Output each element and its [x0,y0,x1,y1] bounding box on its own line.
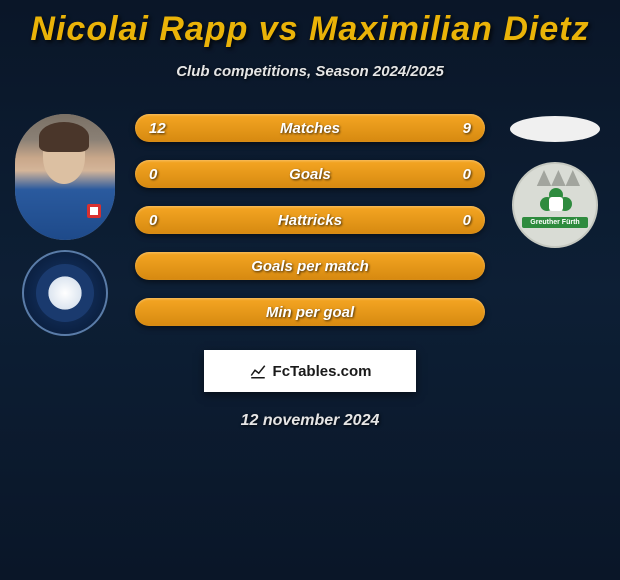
stat-label: Min per goal [266,304,354,321]
player-right-photo-placeholder [510,116,600,142]
jersey-badge-icon [87,204,101,218]
stat-label: Goals [289,166,331,183]
player-left-column [10,114,120,336]
player-left-photo [15,114,115,240]
stat-label: Hattricks [278,212,342,229]
stat-row-min-per-goal: Min per goal [135,298,485,326]
stat-right-value: 0 [463,212,471,229]
source-banner[interactable]: FcTables.com [204,350,416,392]
club-right-banner: Greuther Fürth [522,217,588,228]
subtitle: Club competitions, Season 2024/2025 [0,63,620,80]
stat-row-matches: 12 Matches 9 [135,114,485,142]
stat-left-value: 0 [149,166,157,183]
source-banner-text: FcTables.com [273,363,372,380]
stat-left-value: 12 [149,120,166,137]
chart-line-icon [249,362,267,380]
stat-right-value: 0 [463,166,471,183]
club-left-logo [22,250,108,336]
stat-bars: 12 Matches 9 0 Goals 0 0 Hattricks 0 Goa… [135,114,485,326]
stat-label: Matches [280,120,340,137]
page-title: Nicolai Rapp vs Maximilian Dietz [0,0,620,49]
player-left-photo-inner [15,114,115,240]
stat-left-value: 0 [149,212,157,229]
club-right-logo: Greuther Fürth [512,162,598,248]
stat-row-goals-per-match: Goals per match [135,252,485,280]
clover-icon [540,188,572,220]
comparison-content: Greuther Fürth 12 Matches 9 0 Goals 0 0 … [0,114,620,430]
stat-row-hattricks: 0 Hattricks 0 [135,206,485,234]
stat-label: Goals per match [251,258,369,275]
stat-row-goals: 0 Goals 0 [135,160,485,188]
stat-right-value: 9 [463,120,471,137]
player-right-column: Greuther Fürth [500,114,610,248]
date-text: 12 november 2024 [0,412,620,430]
